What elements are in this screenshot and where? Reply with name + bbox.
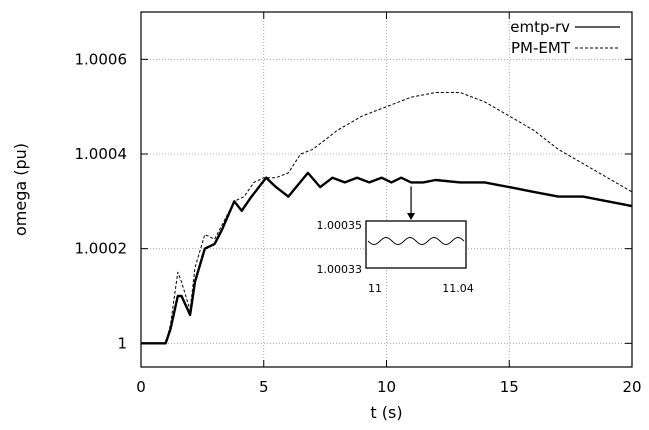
x-tick-label: 5 (259, 378, 269, 396)
legend: emtp-rv PM-EMT (510, 18, 620, 57)
inset-y-tick-label: 1.00033 (317, 263, 363, 276)
y-tick-label: 1.0002 (75, 240, 128, 258)
legend-label-pm-emt: PM-EMT (511, 39, 571, 57)
tick-layer: 0 5 10 15 20 1 1.0002 1.0004 1.0006 (75, 12, 642, 396)
x-tick-label: 0 (136, 378, 146, 396)
x-tick-label: 20 (622, 378, 641, 396)
x-axis-title: t (s) (370, 403, 402, 422)
grid-layer (141, 12, 632, 367)
series-line-emtp-rv (141, 171, 633, 345)
inset-wave (367, 237, 465, 245)
x-tick-label: 10 (377, 378, 396, 396)
inset-arrow-head (407, 213, 416, 220)
y-tick-label: 1.0004 (75, 145, 128, 163)
legend-label-emtp-rv: emtp-rv (510, 18, 570, 36)
inset-x-tick-label: 11.04 (442, 282, 474, 295)
x-tick-label: 15 (500, 378, 519, 396)
y-tick-label: 1 (117, 334, 127, 352)
inset-y-tick-label: 1.00035 (317, 219, 363, 232)
zoom-inset: 1.00035 1.00033 11 11.04 (317, 186, 474, 295)
series-line-pm-emt (141, 92, 633, 344)
inset-box (365, 220, 467, 269)
inset-x-tick-label: 11 (368, 282, 382, 295)
y-axis-title: omega (pu) (11, 143, 30, 236)
series-layer (141, 92, 633, 345)
y-tick-label: 1.0006 (75, 50, 128, 68)
